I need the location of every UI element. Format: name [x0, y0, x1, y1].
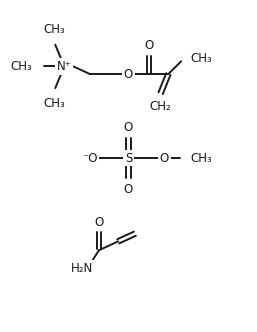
Text: O: O — [124, 121, 133, 134]
Text: CH₃: CH₃ — [190, 152, 212, 165]
Text: O: O — [160, 152, 169, 165]
Text: S: S — [125, 152, 132, 165]
Text: CH₃: CH₃ — [10, 60, 32, 73]
Text: CH₃: CH₃ — [190, 52, 212, 65]
Text: O: O — [124, 67, 133, 81]
Text: ⁻O: ⁻O — [82, 152, 98, 165]
Text: CH₃: CH₃ — [43, 97, 65, 110]
Text: H₂N: H₂N — [71, 262, 93, 275]
Text: N⁺: N⁺ — [57, 60, 72, 73]
Text: O: O — [94, 215, 104, 228]
Text: O: O — [124, 183, 133, 196]
Text: CH₂: CH₂ — [150, 100, 171, 113]
Text: CH₃: CH₃ — [43, 23, 65, 36]
Text: O: O — [144, 40, 154, 52]
